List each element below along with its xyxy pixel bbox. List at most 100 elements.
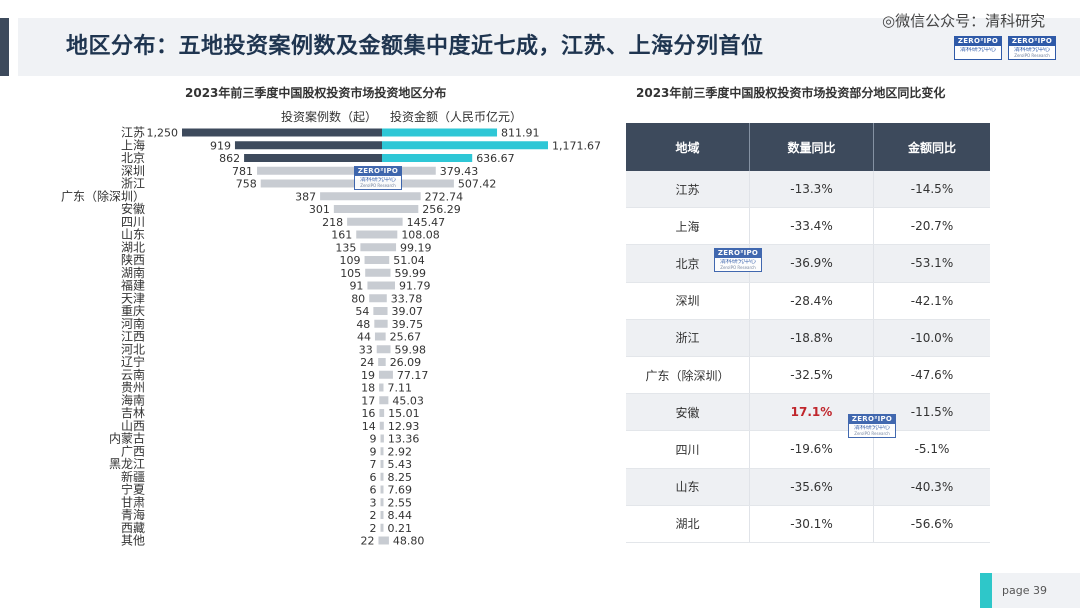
amount-value-label: 1,171.67 [552, 139, 601, 152]
count-bar [374, 332, 382, 341]
cell-count-yoy: -19.6% [749, 430, 874, 469]
yoy-change-table: 地域 数量同比 金额同比 江苏 -13.3% -14.5% 上海 -33.4% -20.7… [626, 123, 990, 543]
table-row: 深圳 -28.4% -42.1% [626, 282, 990, 320]
count-bar [244, 154, 382, 162]
count-value-label: 6 [370, 471, 377, 484]
amount-value-label: 77.17 [397, 369, 429, 382]
page-number-accent [980, 573, 992, 608]
amount-value-label: 636.67 [476, 152, 515, 165]
amount-value-label: 48.80 [393, 535, 425, 548]
amount-value-label: 145.47 [407, 216, 446, 229]
count-bar [380, 447, 382, 456]
count-value-label: 9 [370, 445, 377, 458]
amount-bar [382, 485, 384, 494]
count-bar [379, 383, 382, 392]
count-value-label: 6 [370, 484, 377, 497]
cell-count-yoy: -33.4% [749, 207, 874, 246]
zeroipo-research-logo: ZERO²IPO 清科研究中心 ZeroIPO Research [1008, 36, 1056, 60]
amount-value-label: 39.07 [392, 305, 424, 318]
cell-region: 深圳 [626, 282, 750, 320]
amount-bar [382, 332, 386, 341]
category-label: 安徽 [121, 201, 145, 216]
amount-value-label: 8.44 [388, 509, 413, 522]
amount-bar [382, 154, 473, 162]
count-bar [380, 523, 382, 532]
amount-bar [382, 205, 419, 213]
amount-bar [382, 409, 385, 417]
amount-bar [382, 230, 398, 239]
column-header-count-yoy: 数量同比 [749, 123, 874, 171]
cell-amount-yoy: -40.3% [873, 468, 990, 506]
amount-value-label: 45.03 [392, 394, 424, 407]
count-bar [347, 217, 382, 226]
amount-bar [382, 243, 397, 252]
cell-region: 上海 [626, 207, 750, 246]
category-label: 辽宁 [121, 354, 145, 369]
amount-bar [382, 383, 384, 392]
count-bar [380, 434, 382, 443]
table-row: 北京 -36.9% -53.1% [626, 244, 990, 283]
amount-value-label: 26.09 [390, 356, 422, 369]
amount-bar [382, 511, 384, 519]
count-bar [369, 294, 382, 303]
category-label: 甘肃 [121, 495, 145, 509]
count-value-label: 2 [370, 522, 377, 535]
category-label: 深圳 [121, 164, 145, 178]
amount-bar [382, 370, 393, 379]
count-value-label: 48 [356, 318, 370, 331]
logo-subtext-en: ZeroIPO Research [854, 431, 890, 436]
logo-subtext: 清科研究中心 [853, 425, 890, 431]
count-value-label: 135 [335, 241, 356, 254]
logo-text: ZERO²IPO [955, 37, 1001, 46]
count-value-label: 1,250 [147, 127, 179, 140]
zeroipo-logo: ZERO²IPO 清科研究中心 [954, 36, 1002, 60]
amount-value-label: 39.75 [392, 318, 424, 331]
amount-bar [382, 319, 388, 328]
category-label: 江苏 [121, 126, 145, 140]
count-bar [374, 319, 382, 328]
amount-bar [382, 179, 454, 188]
count-value-label: 24 [360, 356, 374, 369]
amount-value-label: 507.42 [458, 178, 497, 191]
amount-bar [382, 523, 384, 532]
zeroipo-watermark-logo: ZERO²IPO 清科研究中心 ZeroIPO Research [714, 248, 762, 272]
count-value-label: 16 [361, 407, 375, 420]
count-value-label: 105 [340, 267, 361, 280]
category-label: 江西 [121, 330, 145, 344]
amount-value-label: 0.21 [388, 522, 413, 535]
amount-bar [382, 460, 384, 468]
count-bar [379, 396, 382, 405]
logo-text: ZERO²IPO [1009, 37, 1055, 46]
zeroipo-watermark-logo: ZERO²IPO 清科研究中心 ZeroIPO Research [848, 414, 896, 438]
count-value-label: 19 [361, 369, 375, 382]
count-bar [379, 409, 382, 417]
table-row: 四川 -19.6% -5.1% [626, 430, 990, 469]
category-label: 宁夏 [121, 482, 145, 497]
count-bar [380, 498, 382, 507]
category-label: 贵州 [121, 381, 145, 395]
cell-amount-yoy: -56.6% [873, 505, 990, 543]
cell-region: 安徽 [626, 393, 750, 432]
amount-value-label: 2.92 [388, 445, 413, 458]
count-value-label: 44 [357, 331, 371, 344]
legend-count: 投资案例数（起） [281, 110, 378, 124]
table-body: 江苏 -13.3% -14.5% 上海 -33.4% -20.7% 北京 -36.9% -53.… [626, 171, 990, 543]
amount-value-label: 91.79 [399, 280, 431, 293]
count-bar [373, 307, 382, 315]
category-label: 其他 [121, 534, 145, 548]
count-bar [380, 485, 382, 494]
count-value-label: 218 [322, 216, 343, 229]
amount-value-label: 256.29 [422, 203, 461, 216]
amount-bar [382, 396, 389, 405]
count-value-label: 17 [361, 394, 375, 407]
amount-value-label: 12.93 [388, 420, 420, 433]
count-bar [380, 511, 382, 519]
amount-value-label: 379.43 [440, 165, 479, 178]
page-number-panel [992, 573, 1080, 608]
page-number: page 39 [1002, 584, 1047, 597]
category-label: 青海 [121, 507, 145, 522]
amount-value-label: 33.78 [391, 292, 423, 305]
cell-region: 广东（除深圳） [626, 356, 750, 395]
cell-count-yoy: -35.6% [749, 468, 874, 506]
logo-subtext-en: ZeroIPO Research [360, 183, 396, 188]
